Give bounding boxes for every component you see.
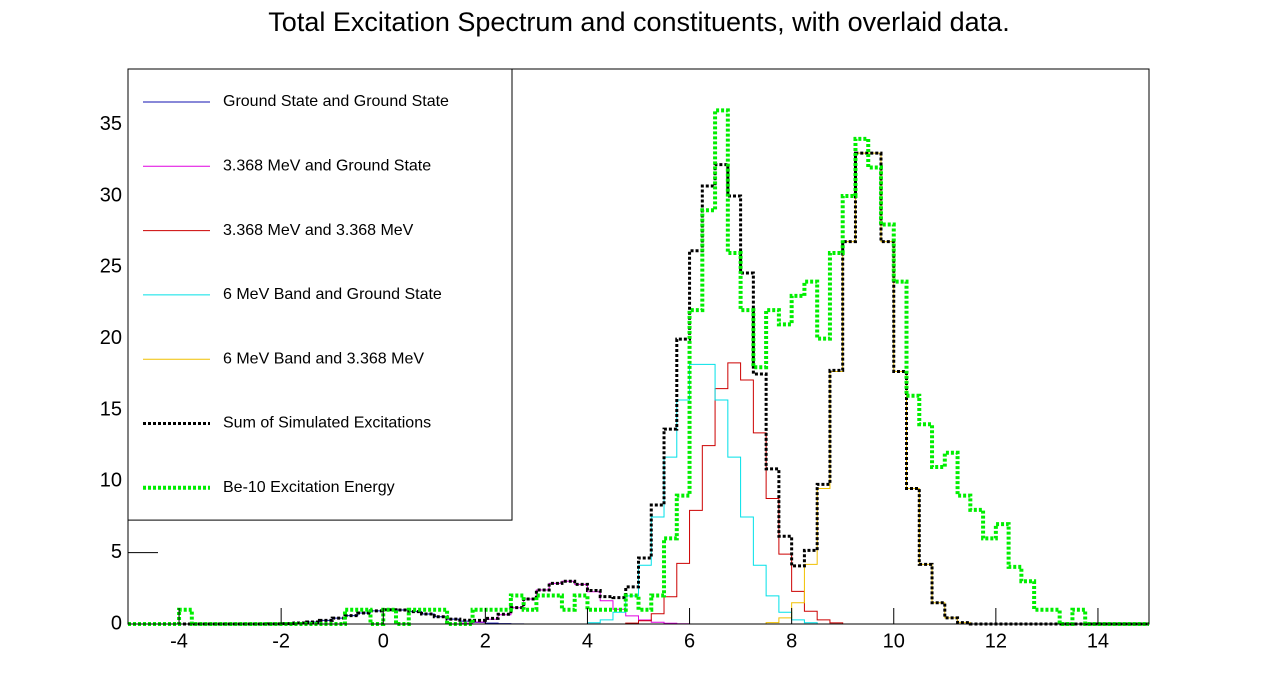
y-tick-label: 30 — [100, 184, 122, 206]
x-tick-label: 10 — [883, 630, 905, 652]
x-tick-label: 8 — [786, 630, 797, 652]
legend-label: Sum of Simulated Excitations — [223, 415, 431, 432]
legend-label: Be-10 Excitation Energy — [223, 479, 395, 496]
x-tick-label: -2 — [272, 630, 290, 652]
x-tick-label: 4 — [582, 630, 593, 652]
y-tick-label: 35 — [100, 113, 122, 135]
y-tick-label: 15 — [100, 398, 122, 420]
legend-label: 6 MeV Band and Ground State — [223, 286, 442, 303]
legend-label: 3.368 MeV and 3.368 MeV — [223, 222, 414, 239]
x-tick-label: 0 — [378, 630, 389, 652]
histogram-line — [128, 151, 1149, 626]
legend-label: 3.368 MeV and Ground State — [223, 158, 431, 175]
x-tick-label: -4 — [170, 630, 188, 652]
legend-label: 6 MeV Band and 3.368 MeV — [223, 350, 424, 367]
y-tick-label: 10 — [100, 470, 122, 492]
x-tick-label: 6 — [684, 630, 695, 652]
y-tick-label: 20 — [100, 327, 122, 349]
histogram-line — [128, 108, 1149, 626]
y-tick-label: 5 — [111, 541, 122, 563]
x-tick-label: 12 — [985, 630, 1007, 652]
x-tick-label: 14 — [1087, 630, 1109, 652]
y-tick-label: 25 — [100, 256, 122, 278]
x-tick-label: 2 — [480, 630, 491, 652]
legend: Ground State and Ground State 3.368 MeV a… — [127, 68, 513, 521]
chart-title: Total Excitation Spectrum and constituen… — [268, 7, 1009, 37]
y-tick-label: 0 — [111, 612, 122, 634]
legend-label: Ground State and Ground State — [223, 93, 449, 110]
